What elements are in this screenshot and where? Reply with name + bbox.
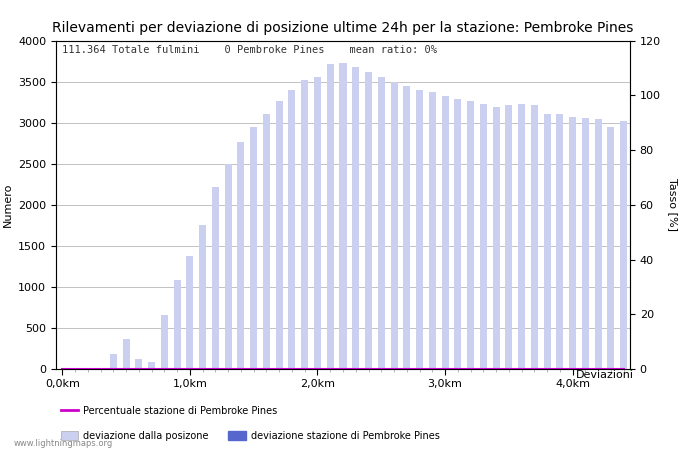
Bar (493, 107, 500, 369)
Bar (135, 359, 142, 369)
Bar (518, 104, 525, 369)
Bar (620, 121, 627, 369)
Bar (467, 101, 474, 369)
Bar (416, 90, 423, 369)
Bar (391, 82, 398, 369)
Bar (442, 95, 449, 369)
Bar (263, 113, 270, 369)
Text: 111.364 Totale fulmini    0 Pembroke Pines    mean ratio: 0%: 111.364 Totale fulmini 0 Pembroke Pines … (62, 45, 437, 55)
Bar (582, 118, 589, 369)
Bar (544, 114, 551, 369)
Bar (480, 104, 486, 369)
Bar (608, 127, 615, 369)
Legend: Percentuale stazione di Pembroke Pines: Percentuale stazione di Pembroke Pines (61, 406, 277, 416)
Bar (340, 63, 346, 369)
Bar (556, 113, 564, 369)
Bar (122, 339, 130, 369)
Bar (314, 77, 321, 369)
Bar (212, 187, 219, 369)
Bar (110, 354, 117, 369)
Y-axis label: Tasso [%]: Tasso [%] (668, 178, 678, 231)
Bar (505, 105, 512, 369)
Bar (569, 117, 576, 369)
Bar (174, 280, 181, 369)
Bar (327, 64, 334, 369)
Bar (148, 362, 155, 369)
Bar (429, 92, 436, 369)
Bar (403, 86, 410, 369)
Bar (237, 141, 244, 369)
Bar (276, 101, 283, 369)
Text: Deviazioni: Deviazioni (575, 370, 634, 380)
Bar (161, 315, 168, 369)
Bar (531, 105, 538, 369)
Bar (594, 118, 601, 369)
Legend: deviazione dalla posizone, deviazione stazione di Pembroke Pines: deviazione dalla posizone, deviazione st… (61, 431, 440, 441)
Bar (250, 127, 257, 369)
Bar (301, 80, 308, 369)
Bar (365, 72, 372, 369)
Bar (378, 76, 385, 369)
Bar (288, 90, 295, 369)
Text: www.lightningmaps.org: www.lightningmaps.org (14, 439, 113, 448)
Bar (454, 99, 461, 369)
Bar (199, 225, 206, 369)
Bar (352, 67, 359, 369)
Y-axis label: Numero: Numero (3, 183, 13, 227)
Bar (186, 256, 193, 369)
Title: Rilevamenti per deviazione di posizione ultime 24h per la stazione: Pembroke Pin: Rilevamenti per deviazione di posizione … (52, 21, 634, 35)
Bar (225, 164, 232, 369)
